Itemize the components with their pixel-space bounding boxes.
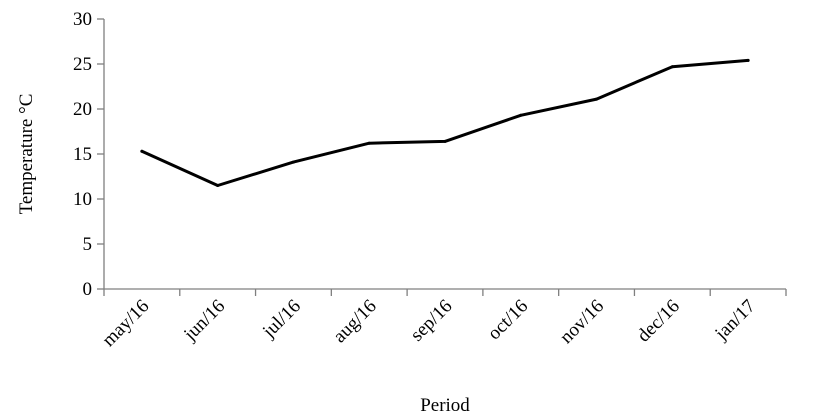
data-point	[291, 160, 295, 164]
data-point	[519, 113, 523, 117]
x-axis: may/16 jun/16 jul/16 aug/16 sep/16 oct/16 nov/…	[98, 288, 787, 351]
x-tick-label: dec/16	[633, 296, 684, 347]
x-tick-label: oct/16	[484, 296, 532, 344]
x-tick-label: jun/16	[179, 296, 229, 346]
data-point	[216, 184, 220, 187]
y-tick-label: 15	[73, 144, 92, 165]
y-tick-label: 30	[73, 9, 92, 30]
data-point	[367, 141, 371, 145]
y-tick-label: 20	[73, 99, 92, 120]
y-tick-label: 25	[73, 54, 92, 75]
x-tick-label: jul/16	[258, 296, 305, 343]
data-point	[746, 58, 750, 62]
data-point	[670, 65, 674, 69]
data-point	[595, 97, 599, 101]
y-tick-label: 5	[83, 234, 93, 255]
data-point	[443, 139, 447, 143]
x-tick-label: may/16	[98, 296, 153, 351]
y-tick-label: 10	[73, 189, 92, 210]
data-point	[140, 149, 144, 153]
y-axis: 0 5 10 15 20 25 30	[73, 9, 105, 300]
x-tick-label: jan/17	[711, 296, 760, 345]
x-tick-label: aug/16	[329, 296, 380, 347]
x-axis-title: Period	[420, 395, 470, 416]
x-tick-label: sep/16	[407, 296, 457, 346]
series-line	[140, 58, 750, 187]
x-tick-label: nov/16	[556, 296, 608, 348]
series-group	[140, 58, 750, 187]
y-axis-title: Temperature °C	[16, 94, 37, 215]
y-tick-label: 0	[83, 279, 93, 300]
